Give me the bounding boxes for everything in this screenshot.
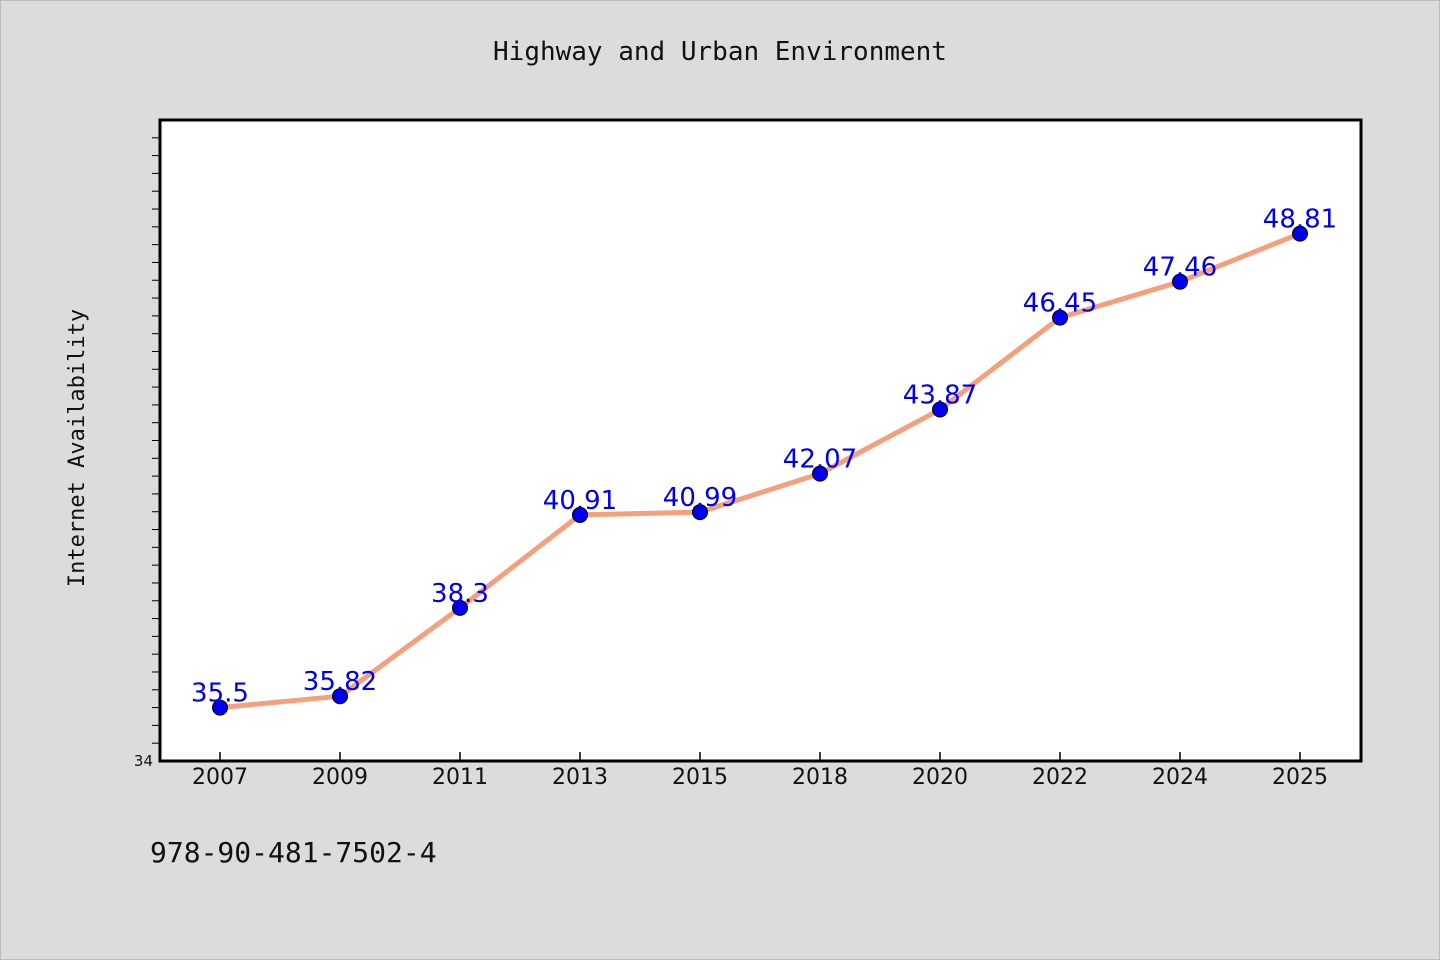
data-point: [212, 699, 228, 716]
data-label: 35.5: [191, 679, 249, 709]
y-axis-ticks: 34: [134, 137, 160, 770]
data-point: [812, 465, 828, 482]
series-line: [217, 231, 1303, 711]
data-point: [332, 688, 348, 705]
series-layer: [212, 225, 1308, 716]
chart-title: Highway and Urban Environment: [493, 37, 947, 67]
data-label: 40.99: [663, 483, 737, 513]
data-label: 35.82: [303, 667, 377, 697]
x-tick-label: 2013: [552, 765, 608, 790]
data-point: [1172, 273, 1188, 290]
x-tick-label: 2007: [192, 765, 248, 790]
x-tick-label: 2018: [792, 765, 848, 790]
data-label: 43.87: [903, 381, 977, 411]
x-axis-ticks: 2007 2009 2011 2013 2015 2018 2020 2022 2024 2025: [192, 752, 1328, 790]
data-label: 46.45: [1023, 289, 1097, 319]
data-point: [932, 401, 948, 418]
data-point: [692, 504, 708, 521]
data-label: 42.07: [783, 445, 857, 475]
x-tick-label: 2011: [432, 765, 488, 790]
data-label: 48.81: [1263, 205, 1337, 235]
data-point: [452, 599, 468, 616]
data-label: 38.3: [431, 579, 489, 609]
data-point: [1292, 225, 1308, 242]
data-label: 47.46: [1143, 253, 1217, 283]
y-axis-label: Internet Availability: [65, 309, 90, 587]
plot-area: [158, 118, 1363, 763]
isbn-text: 978-90-481-7502-4: [150, 836, 437, 869]
y-tick-label: 34: [134, 752, 153, 770]
x-tick-label: 2020: [912, 765, 968, 790]
x-tick-label: 2025: [1272, 765, 1328, 790]
data-label-layer: 35.5 35.82 38.3 40.91 40.99 42.07 43.87 46.45 47…: [191, 205, 1337, 709]
x-tick-label: 2009: [312, 765, 368, 790]
data-point: [1052, 309, 1068, 326]
data-label: 40.91: [543, 486, 617, 516]
x-tick-label: 2024: [1152, 765, 1208, 790]
x-tick-label: 2015: [672, 765, 728, 790]
data-point: [572, 506, 588, 523]
x-tick-label: 2022: [1032, 765, 1088, 790]
